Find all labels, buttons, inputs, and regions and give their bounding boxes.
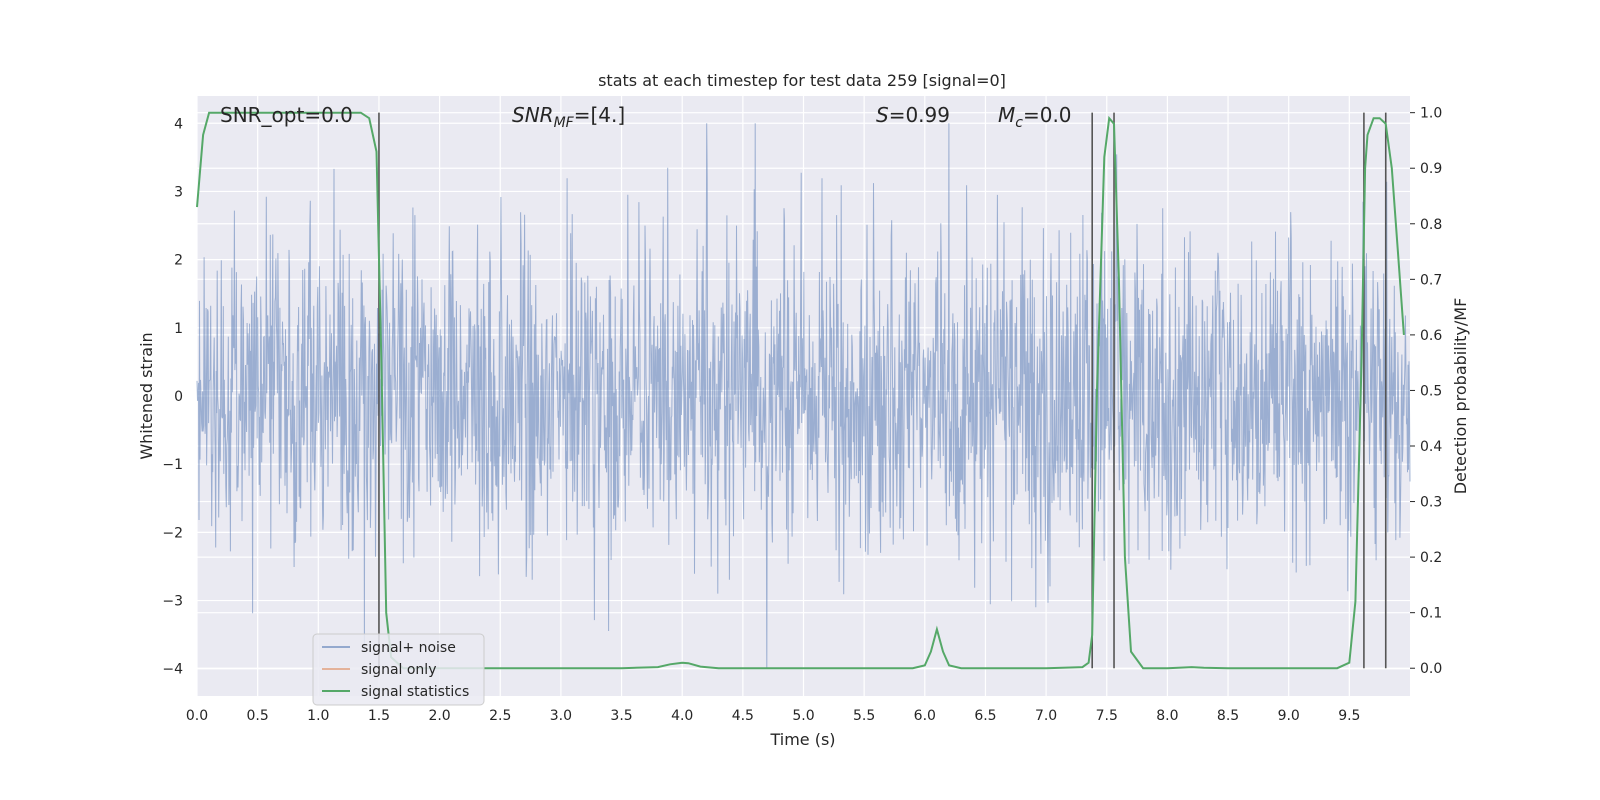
y-right-tick-label: 0.8: [1420, 217, 1442, 233]
y-left-tick-label: 2: [174, 253, 183, 269]
x-tick-label: 7.0: [1035, 708, 1057, 724]
stats-path: [196, 111, 1405, 670]
y-axis-left-ticks: −4 −3 −2 −1 0 1 2 3 4: [162, 116, 183, 677]
x-tick-label: 6.5: [974, 708, 996, 724]
legend-label-stats: signal statistics: [361, 684, 469, 700]
x-tick-label: 3.0: [550, 708, 572, 724]
annotation-snr-opt: SNR_opt=0.0: [220, 103, 353, 127]
x-tick-label: 3.5: [610, 708, 632, 724]
y-right-tick-label: 0.5: [1420, 383, 1442, 399]
x-tick-label: 5.0: [792, 708, 814, 724]
noise-path: [196, 123, 1411, 669]
y-left-tick-label: 3: [174, 184, 183, 200]
annotation-snr-mf: SNRMF=[4.]: [512, 103, 625, 131]
x-tick-label: 4.0: [671, 708, 693, 724]
legend: signal+ noise signal only signal statist…: [312, 633, 485, 706]
vertical-markers: [378, 112, 1387, 669]
y-right-tick-label: 0.0: [1420, 661, 1442, 677]
y-right-tick-label: 0.1: [1420, 606, 1442, 622]
x-tick-label: 6.0: [914, 708, 936, 724]
y-axis-left-label: Whitened strain: [137, 332, 156, 459]
x-tick-label: 9.0: [1278, 708, 1300, 724]
x-tick-label: 7.5: [1096, 708, 1118, 724]
x-tick-label: 9.5: [1338, 708, 1360, 724]
x-tick-label: 4.5: [732, 708, 754, 724]
y-right-tick-label: 0.9: [1420, 161, 1442, 177]
x-tick-label: 2.0: [428, 708, 450, 724]
y-right-tick-label: 0.4: [1420, 439, 1442, 455]
legend-label-noise: signal+ noise: [361, 640, 456, 656]
x-tick-label: 8.0: [1156, 708, 1178, 724]
y-right-tick-label: 0.2: [1420, 550, 1442, 566]
x-tick-label: 1.0: [307, 708, 329, 724]
x-tick-label: 2.5: [489, 708, 511, 724]
x-tick-label: 0.0: [186, 708, 208, 724]
y-left-tick-label: 4: [174, 116, 183, 132]
y-axis-right-label: Detection probability/MF: [1451, 298, 1470, 495]
x-axis-ticks: 0.0 0.5 1.0 1.5 2.0 2.5 3.0 3.5 4.0 4.5 5.0 5.5 6.0 6…: [186, 708, 1361, 724]
y-left-tick-label: −2: [162, 525, 183, 541]
y-left-tick-label: 0: [174, 389, 183, 405]
chart-title: stats at each timestep for test data 259…: [598, 71, 1006, 90]
y-left-tick-label: 1: [174, 321, 183, 337]
y-right-tick-label: 1.0: [1420, 106, 1442, 122]
x-tick-label: 5.5: [853, 708, 875, 724]
x-tick-label: 0.5: [247, 708, 269, 724]
legend-label-signal: signal only: [361, 662, 436, 678]
annotation-s: S=0.99: [876, 103, 950, 127]
signal-statistics-trace: [196, 111, 1405, 670]
y-left-tick-label: −3: [162, 594, 183, 610]
x-tick-label: 1.5: [368, 708, 390, 724]
legend-box: [312, 633, 485, 706]
y-right-tick-label: 0.3: [1420, 495, 1442, 511]
x-axis-label: Time (s): [769, 730, 835, 749]
y-left-tick-label: −1: [162, 457, 183, 473]
signal-noise-trace: [196, 123, 1411, 669]
y-right-tick-label: 0.6: [1420, 328, 1442, 344]
y-left-tick-label: −4: [162, 662, 183, 678]
x-tick-label: 8.5: [1217, 708, 1239, 724]
annotation-mc: Mc=0.0: [998, 103, 1072, 131]
y-right-tick-label: 0.7: [1420, 272, 1442, 288]
y-axis-right-ticks: 0.0 0.1 0.2 0.3 0.4 0.5 0.6 0.7 0.8 0.9 1.0: [1410, 106, 1442, 677]
